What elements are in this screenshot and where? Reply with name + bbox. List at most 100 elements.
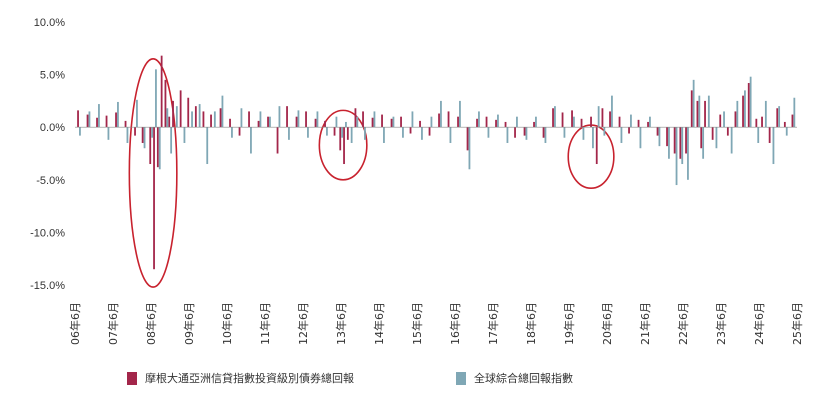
bar-global-agg (213, 111, 216, 128)
bar-global-agg (749, 76, 752, 128)
bar-global-agg (392, 116, 395, 128)
bar-global-agg (649, 116, 651, 128)
bar-jpm-asia (696, 100, 699, 128)
bar-global-agg (563, 127, 566, 138)
highlight-ellipse (567, 124, 615, 190)
bar-global-agg (757, 127, 760, 143)
bar-jpm-asia (673, 127, 676, 154)
bar-global-agg (175, 106, 178, 128)
bar-jpm-asia (747, 83, 750, 128)
bar-jpm-asia (248, 111, 250, 128)
bar-global-agg (702, 127, 705, 159)
bar-jpm-asia (711, 127, 714, 140)
bar-jpm-asia (187, 97, 190, 128)
bar-global-agg (630, 114, 632, 128)
bar-global-agg (449, 127, 452, 143)
bar-global-agg (535, 116, 537, 128)
bar-global-agg (440, 100, 442, 128)
legend-item-jpm-asia: 摩根大通亞洲信貸指數投資級別債券總回報 (127, 370, 354, 386)
bar-jpm-asia (105, 115, 108, 128)
bar-jpm-asia (685, 127, 687, 154)
bar-global-agg (603, 127, 606, 136)
y-tick-label: 0.0% (40, 122, 65, 134)
bar-global-agg (240, 108, 243, 128)
bar-jpm-asia (409, 127, 412, 134)
bar-jpm-asia (523, 127, 526, 136)
bar-jpm-asia (690, 90, 693, 128)
legend: 摩根大通亞洲信貸指數投資級別債券總回報 全球綜合總回報指數 (0, 370, 820, 392)
legend-swatch-global-agg (456, 371, 466, 385)
bar-jpm-asia (719, 114, 722, 128)
bar-global-agg (269, 116, 271, 128)
bar-jpm-asia (115, 112, 117, 128)
bar-jpm-asia (768, 127, 771, 143)
bar-jpm-asia (628, 127, 630, 134)
bar-jpm-asia (776, 108, 779, 128)
x-tick-label: 11年6月 (258, 302, 272, 345)
annotation-layer (128, 58, 615, 288)
y-tick-label: -5.0% (36, 175, 65, 187)
bar-jpm-asia (438, 113, 440, 128)
x-tick-label: 10年6月 (220, 302, 234, 345)
bar-global-agg (668, 127, 670, 159)
bar-global-agg (341, 127, 344, 138)
x-tick-label: 08年6月 (144, 302, 158, 345)
bar-jpm-asia (609, 111, 611, 128)
bar-global-agg (687, 127, 689, 180)
bar-jpm-asia (314, 118, 317, 128)
bar-jpm-asia (149, 127, 152, 165)
bar-jpm-asia (172, 100, 174, 128)
x-tick-label: 13年6月 (334, 302, 348, 345)
bar-jpm-asia (761, 116, 763, 128)
bar-jpm-asia (141, 127, 144, 143)
x-tick-label: 14年6月 (372, 302, 386, 345)
bar-global-agg (307, 127, 309, 138)
bar-jpm-asia (791, 114, 794, 128)
bar-jpm-asia (700, 127, 703, 149)
x-tick-label: 07年6月 (106, 302, 120, 345)
bar-global-agg (723, 111, 725, 128)
bar-global-agg (707, 95, 710, 128)
bar-global-agg (297, 110, 300, 128)
bar-jpm-asia (647, 121, 649, 128)
bar-global-agg (158, 127, 161, 170)
legend-item-global-agg: 全球綜合總回報指數 (456, 370, 573, 386)
bar-jpm-asia (590, 116, 592, 128)
bar-global-agg (221, 95, 224, 128)
bar-global-agg (326, 127, 328, 136)
bar-jpm-asia (571, 110, 573, 128)
bar-jpm-asia (734, 111, 737, 128)
bar-jpm-asia (179, 90, 182, 128)
bar-global-agg (730, 127, 733, 154)
bar-jpm-asia (381, 114, 383, 128)
bar-global-agg (497, 114, 499, 128)
bar-global-agg (478, 111, 480, 128)
bar-jpm-asia (339, 127, 342, 151)
bar-jpm-asia (343, 127, 345, 165)
bar-global-agg (778, 106, 781, 128)
bar-global-agg (356, 116, 359, 128)
bar-jpm-asia (726, 127, 729, 136)
bar-jpm-asia (86, 114, 89, 128)
x-tick-label: 20年6月 (600, 302, 614, 345)
bar-jpm-asia (618, 116, 621, 128)
bar-global-agg (373, 111, 376, 128)
bar-jpm-asia (504, 121, 507, 128)
bar-global-agg (155, 69, 157, 128)
bar-global-agg (658, 127, 661, 147)
bar-global-agg (692, 79, 695, 128)
bar-global-agg (573, 116, 575, 128)
bar-jpm-asia (447, 111, 450, 128)
bar-jpm-asia (238, 127, 241, 136)
bar-global-agg (231, 127, 233, 138)
bar-global-agg (288, 127, 290, 140)
bar-jpm-asia (679, 127, 682, 159)
bar-global-agg (170, 127, 173, 154)
bar-global-agg (335, 116, 338, 128)
bar-global-agg (278, 106, 281, 128)
bar-jpm-asia (134, 127, 136, 136)
bar-jpm-asia (542, 127, 545, 138)
bar-global-agg (316, 111, 319, 128)
bar-global-agg (620, 127, 623, 143)
bar-global-agg (785, 127, 788, 136)
